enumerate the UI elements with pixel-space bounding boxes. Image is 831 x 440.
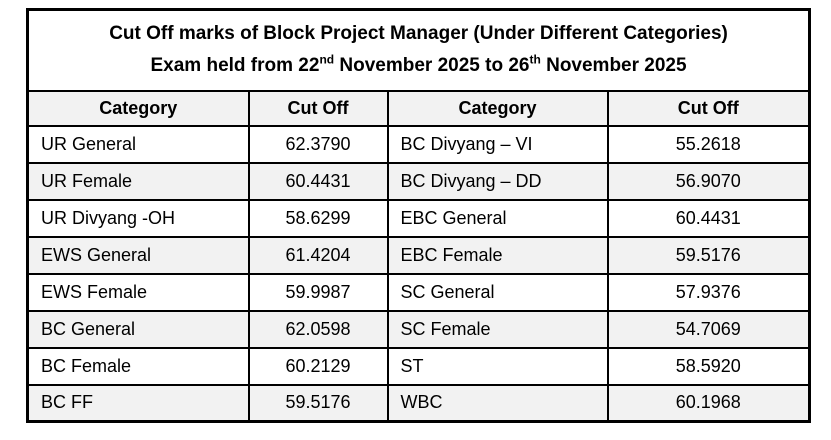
title-line-2-middle: November 2025 to 26 — [334, 55, 530, 77]
table-row: UR General 62.3790 BC Divyang – VI 55.26… — [26, 124, 811, 164]
cutoff-value-cell: 62.0598 — [247, 309, 389, 349]
title-line-2-prefix: Exam held from 22 — [150, 55, 320, 77]
cutoff-value-cell: 59.9987 — [247, 272, 389, 312]
category-cell: SC Female — [386, 309, 609, 349]
category-cell: BC Female — [26, 346, 250, 386]
column-header-cutoff-left: Cut Off — [247, 89, 389, 127]
category-cell: SC General — [386, 272, 609, 312]
category-cell: EWS General — [26, 235, 250, 275]
cutoff-value-cell: 59.5176 — [247, 383, 389, 423]
table-row: BC FF 59.5176 WBC 60.1968 — [26, 383, 811, 423]
table-header-row: Category Cut Off Category Cut Off — [26, 89, 811, 127]
table-title: Cut Off marks of Block Project Manager (… — [26, 8, 811, 92]
title-line-2: Exam held from 22nd November 2025 to 26t… — [30, 51, 808, 81]
table-row: BC Female 60.2129 ST 58.5920 — [26, 346, 811, 386]
table-row: UR Female 60.4431 BC Divyang – DD 56.907… — [26, 161, 811, 201]
title-line-2-suffix: November 2025 — [540, 55, 687, 77]
category-cell: WBC — [386, 383, 609, 423]
title-line-1: Cut Off marks of Block Project Manager (… — [109, 23, 728, 45]
cutoff-value-cell: 61.4204 — [247, 235, 389, 275]
column-header-cutoff-right: Cut Off — [606, 89, 811, 127]
table-body: UR General 62.3790 BC Divyang – VI 55.26… — [26, 124, 811, 423]
category-cell: UR Female — [26, 161, 250, 201]
cutoff-value-cell: 60.4431 — [247, 161, 389, 201]
table-row: EWS Female 59.9987 SC General 57.9376 — [26, 272, 811, 312]
table-row: UR Divyang -OH 58.6299 EBC General 60.44… — [26, 198, 811, 238]
category-cell: UR General — [26, 124, 250, 164]
cutoff-value-cell: 58.5920 — [606, 346, 811, 386]
category-cell: UR Divyang -OH — [26, 198, 250, 238]
category-cell: ST — [386, 346, 609, 386]
category-cell: BC FF — [26, 383, 250, 423]
category-cell: EWS Female — [26, 272, 250, 312]
cutoff-value-cell: 62.3790 — [247, 124, 389, 164]
cutoff-value-cell: 57.9376 — [606, 272, 811, 312]
cutoff-value-cell: 58.6299 — [247, 198, 389, 238]
cutoff-value-cell: 60.4431 — [606, 198, 811, 238]
cutoff-value-cell: 54.7069 — [606, 309, 811, 349]
category-cell: EBC Female — [386, 235, 609, 275]
table-row: EWS General 61.4204 EBC Female 59.5176 — [26, 235, 811, 275]
ordinal-superscript-nd: nd — [319, 52, 335, 67]
ordinal-superscript-th: th — [529, 52, 541, 67]
column-header-category-right: Category — [386, 89, 609, 127]
title-row: Cut Off marks of Block Project Manager (… — [26, 8, 811, 92]
category-cell: EBC General — [386, 198, 609, 238]
cutoff-value-cell: 55.2618 — [606, 124, 811, 164]
cutoff-value-cell: 60.2129 — [247, 346, 389, 386]
cutoff-value-cell: 59.5176 — [606, 235, 811, 275]
category-cell: BC General — [26, 309, 250, 349]
column-header-category-left: Category — [26, 89, 250, 127]
table-row: BC General 62.0598 SC Female 54.7069 — [26, 309, 811, 349]
cutoff-value-cell: 60.1968 — [606, 383, 811, 423]
cutoff-marks-table: Cut Off marks of Block Project Manager (… — [26, 8, 812, 423]
cutoff-value-cell: 56.9070 — [606, 161, 811, 201]
category-cell: BC Divyang – VI — [386, 124, 609, 164]
category-cell: BC Divyang – DD — [386, 161, 609, 201]
